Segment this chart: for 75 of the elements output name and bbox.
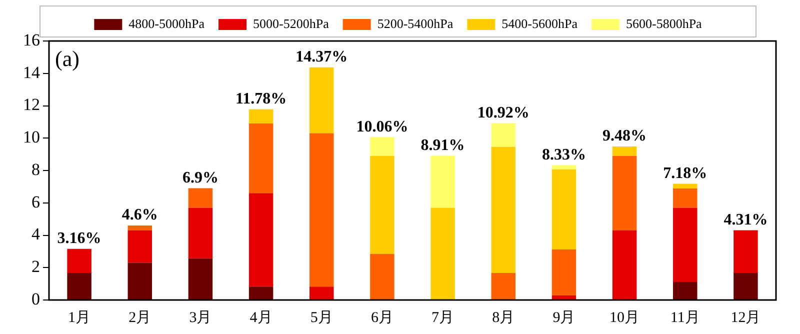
total-label: 6.9% bbox=[182, 169, 218, 186]
bar bbox=[673, 208, 698, 282]
bar bbox=[612, 230, 637, 300]
bar bbox=[430, 156, 455, 208]
bar bbox=[128, 226, 152, 230]
bar bbox=[188, 188, 213, 208]
y-tick-label: 16 bbox=[23, 30, 40, 50]
bar bbox=[248, 286, 274, 300]
x-tick-label: 6月 bbox=[370, 310, 394, 326]
x-tick-label: 7月 bbox=[432, 310, 454, 326]
total-label: 10.92% bbox=[477, 104, 530, 122]
y-tick-label: 6 bbox=[32, 192, 40, 212]
x-tick-label: 10月 bbox=[610, 310, 640, 326]
bar bbox=[128, 262, 152, 300]
bar bbox=[248, 124, 274, 194]
bar bbox=[430, 208, 455, 300]
total-label: 10.06% bbox=[356, 118, 408, 136]
bar bbox=[310, 286, 334, 300]
legend-label: 5400-5600hPa bbox=[502, 16, 578, 31]
x-tick-label: 5月 bbox=[310, 310, 333, 326]
x-tick-label: 12月 bbox=[730, 310, 761, 326]
bar bbox=[552, 165, 576, 170]
y-tick-label: 4 bbox=[32, 224, 40, 244]
bar bbox=[552, 169, 576, 250]
legend-label: 5000-5200hPa bbox=[253, 16, 330, 31]
total-label: 8.91% bbox=[420, 136, 465, 154]
total-label: 9.48% bbox=[602, 128, 647, 145]
bar bbox=[188, 258, 213, 300]
x-tick-label: 8月 bbox=[492, 310, 515, 326]
annotation: (a) bbox=[55, 46, 80, 71]
bar bbox=[552, 249, 576, 296]
total-label: 7.18% bbox=[663, 164, 708, 182]
legend-label: 5600-5800hPa bbox=[626, 16, 702, 31]
total-label: 11.78% bbox=[235, 90, 287, 108]
x-tick-label: 1月 bbox=[68, 310, 91, 326]
total-label: 3.16% bbox=[57, 230, 102, 247]
bar bbox=[248, 193, 274, 287]
bar bbox=[67, 272, 92, 300]
bar bbox=[310, 67, 334, 134]
bar bbox=[370, 254, 394, 300]
total-label: 8.33% bbox=[542, 146, 586, 164]
x-tick-label: 3月 bbox=[189, 310, 212, 326]
y-tick-label: 14 bbox=[23, 62, 40, 82]
bar bbox=[734, 230, 758, 273]
bar bbox=[734, 272, 758, 300]
y-tick-label: 10 bbox=[23, 128, 40, 147]
bar bbox=[370, 137, 394, 156]
y-tick-label: 12 bbox=[23, 95, 40, 114]
bar bbox=[67, 248, 92, 273]
total-label: 4.31% bbox=[724, 211, 768, 228]
total-label: 4.6% bbox=[122, 206, 158, 224]
bar bbox=[612, 146, 637, 156]
bar bbox=[673, 282, 698, 300]
bar bbox=[491, 272, 516, 300]
x-tick-label: 2月 bbox=[128, 310, 152, 326]
x-tick-label: 4月 bbox=[250, 310, 272, 326]
bar bbox=[491, 146, 516, 273]
x-tick-label: 11月 bbox=[670, 310, 700, 326]
bar bbox=[128, 230, 152, 263]
bar bbox=[310, 133, 334, 287]
bar bbox=[552, 295, 576, 300]
y-tick-label: 2 bbox=[32, 257, 40, 276]
total-label: 14.37% bbox=[296, 48, 348, 66]
x-tick-label: 9月 bbox=[552, 310, 576, 326]
bar bbox=[248, 109, 274, 124]
bar bbox=[673, 188, 698, 208]
bar bbox=[188, 208, 213, 258]
bar bbox=[370, 156, 394, 254]
bar bbox=[491, 123, 516, 147]
bar bbox=[673, 184, 698, 188]
legend-label: 5200-5400hPa bbox=[377, 16, 454, 31]
legend-label: 4800-5000hPa bbox=[128, 16, 205, 31]
y-tick-label: 8 bbox=[32, 160, 40, 179]
y-tick-label: 0 bbox=[32, 289, 40, 308]
bar bbox=[612, 156, 637, 230]
